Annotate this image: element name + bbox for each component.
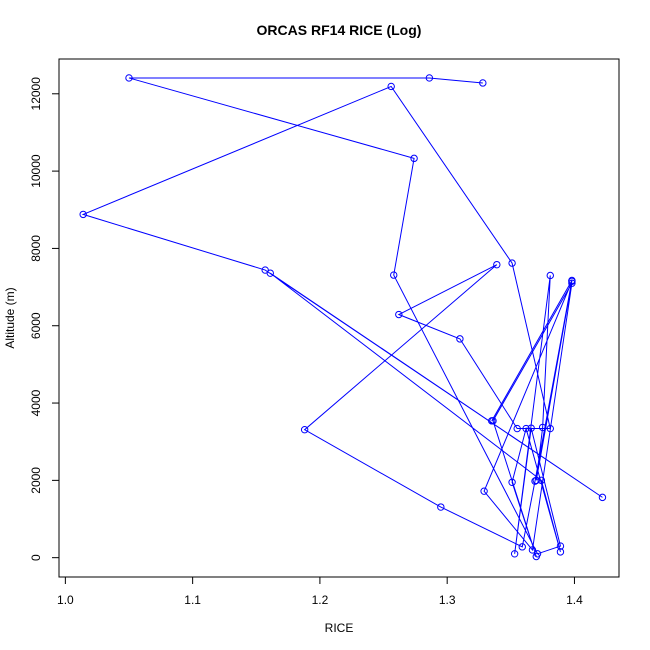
data-point xyxy=(479,79,487,87)
data-point xyxy=(425,74,434,82)
data-point xyxy=(395,310,403,319)
series-layer xyxy=(79,74,607,561)
data-point xyxy=(437,503,445,511)
data-point xyxy=(510,550,519,558)
x-axis-label: RICE xyxy=(325,621,354,635)
data-point xyxy=(456,335,464,343)
data-point xyxy=(261,266,269,274)
data-point xyxy=(387,82,395,91)
data-point xyxy=(488,417,496,425)
data-point xyxy=(390,271,398,279)
data-point xyxy=(79,210,87,219)
data-point xyxy=(518,543,526,551)
data-point xyxy=(528,546,537,554)
x-tick-label: 1.3 xyxy=(439,593,456,607)
y-tick-label: 0 xyxy=(29,554,43,561)
data-point xyxy=(508,478,516,486)
data-point xyxy=(480,487,488,495)
data-point xyxy=(532,476,540,485)
data-point xyxy=(493,260,501,269)
y-tick-label: 8000 xyxy=(29,235,43,262)
y-tick-label: 10000 xyxy=(29,154,43,188)
x-tick-label: 1.0 xyxy=(57,593,74,607)
x-tick-label: 1.1 xyxy=(184,593,201,607)
y-axis: 0 2000 4000 6000 8000 10000 12000 xyxy=(29,77,60,561)
data-point xyxy=(556,542,565,550)
data-point xyxy=(532,552,540,561)
data-point xyxy=(546,424,554,433)
x-tick-label: 1.2 xyxy=(312,593,329,607)
data-point xyxy=(527,424,535,432)
data-point xyxy=(522,424,530,433)
data-point xyxy=(531,477,539,485)
data-point xyxy=(508,259,516,267)
data-point xyxy=(300,426,309,434)
data-point xyxy=(513,424,521,433)
x-axis: 1.0 1.1 1.2 1.3 1.4 xyxy=(57,576,583,607)
y-tick-label: 2000 xyxy=(29,467,43,494)
data-point xyxy=(598,493,607,502)
data-point xyxy=(568,276,576,285)
y-axis-label: Altitude (m) xyxy=(3,287,17,348)
data-point xyxy=(410,154,418,163)
data-point xyxy=(568,279,576,287)
data-point xyxy=(125,74,133,82)
y-tick-label: 6000 xyxy=(29,312,43,339)
y-tick-label: 4000 xyxy=(29,389,43,416)
chart-title: ORCAS RF14 RICE (Log) xyxy=(257,22,422,38)
data-point xyxy=(546,271,554,280)
y-tick-label: 12000 xyxy=(29,77,43,111)
data-point xyxy=(538,423,547,432)
x-tick-label: 1.4 xyxy=(566,593,583,607)
series-line xyxy=(81,77,603,557)
data-point xyxy=(556,548,565,556)
